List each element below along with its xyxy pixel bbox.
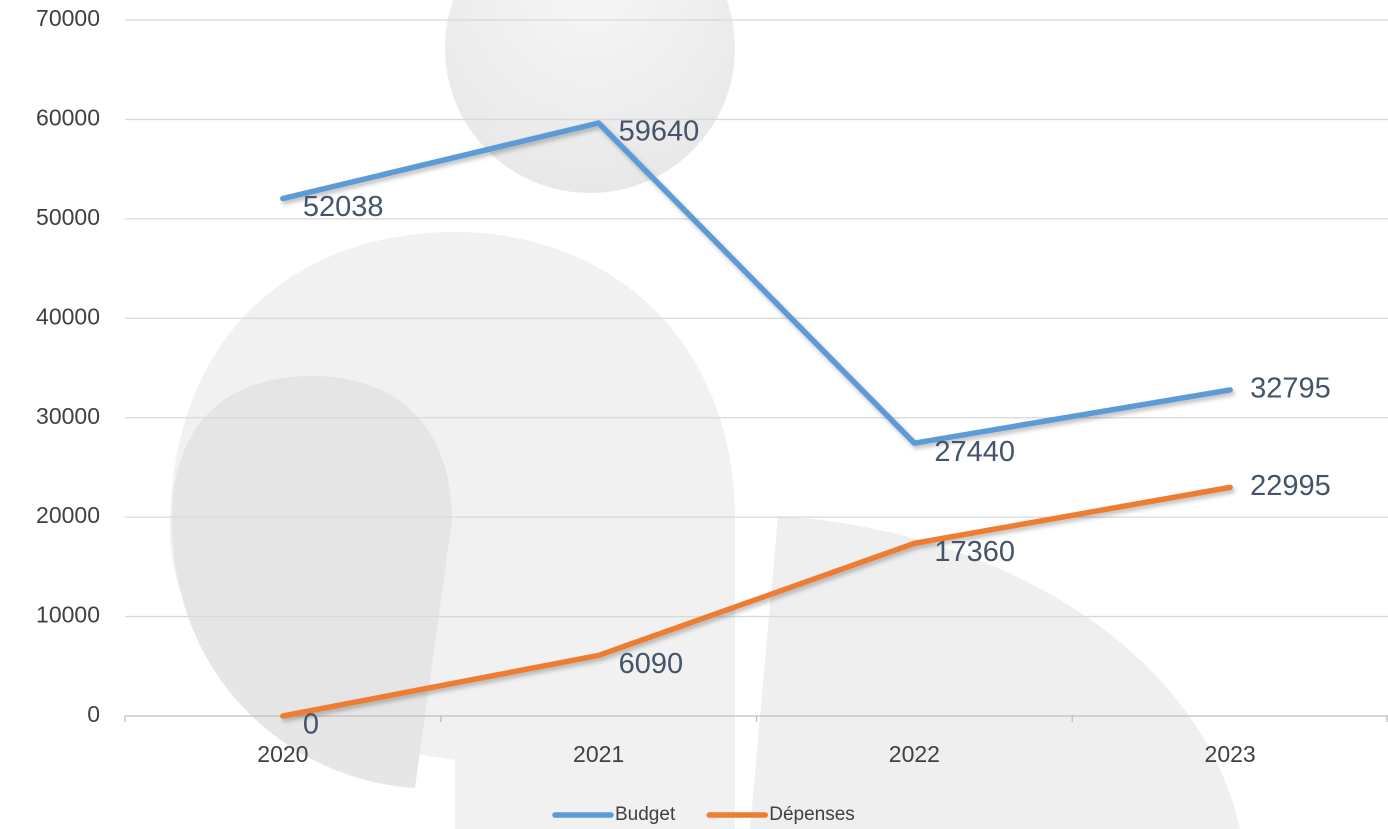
x-tick-label: 2022 [889,741,940,767]
data-label: 0 [303,709,319,741]
series-line [280,120,1233,446]
legend-label: Budget [615,804,676,825]
legend: Budget Dépenses [552,804,855,825]
data-label: 59640 [619,116,700,148]
x-tick-label: 2020 [257,741,308,767]
data-label: 6090 [619,648,684,680]
legend-label: Dépenses [769,804,855,825]
y-tick-label: 20000 [36,502,100,528]
y-tick-label: 60000 [36,105,100,131]
x-tick-label: 2021 [573,741,624,767]
series-line [280,484,1233,719]
data-label: 52038 [303,191,384,223]
x-tick-label: 2023 [1205,741,1256,767]
data-label: 22995 [1250,470,1331,502]
y-tick-label: 50000 [36,204,100,230]
y-tick-label: 30000 [36,403,100,429]
plot-area: 52038 59640 27440 32795 0 6090 17360 22995 [280,116,1331,741]
data-label: 27440 [934,436,1015,468]
grid: 0 10000 20000 30000 40000 50000 60000 70000 2020… [36,5,1388,767]
background-decoration [170,0,1240,829]
y-tick-label: 40000 [36,303,100,329]
data-label: 17360 [934,536,1015,568]
data-label: 32795 [1250,373,1331,405]
y-tick-label: 10000 [36,602,100,628]
y-tick-label: 0 [87,701,100,727]
y-tick-label: 70000 [36,5,100,31]
